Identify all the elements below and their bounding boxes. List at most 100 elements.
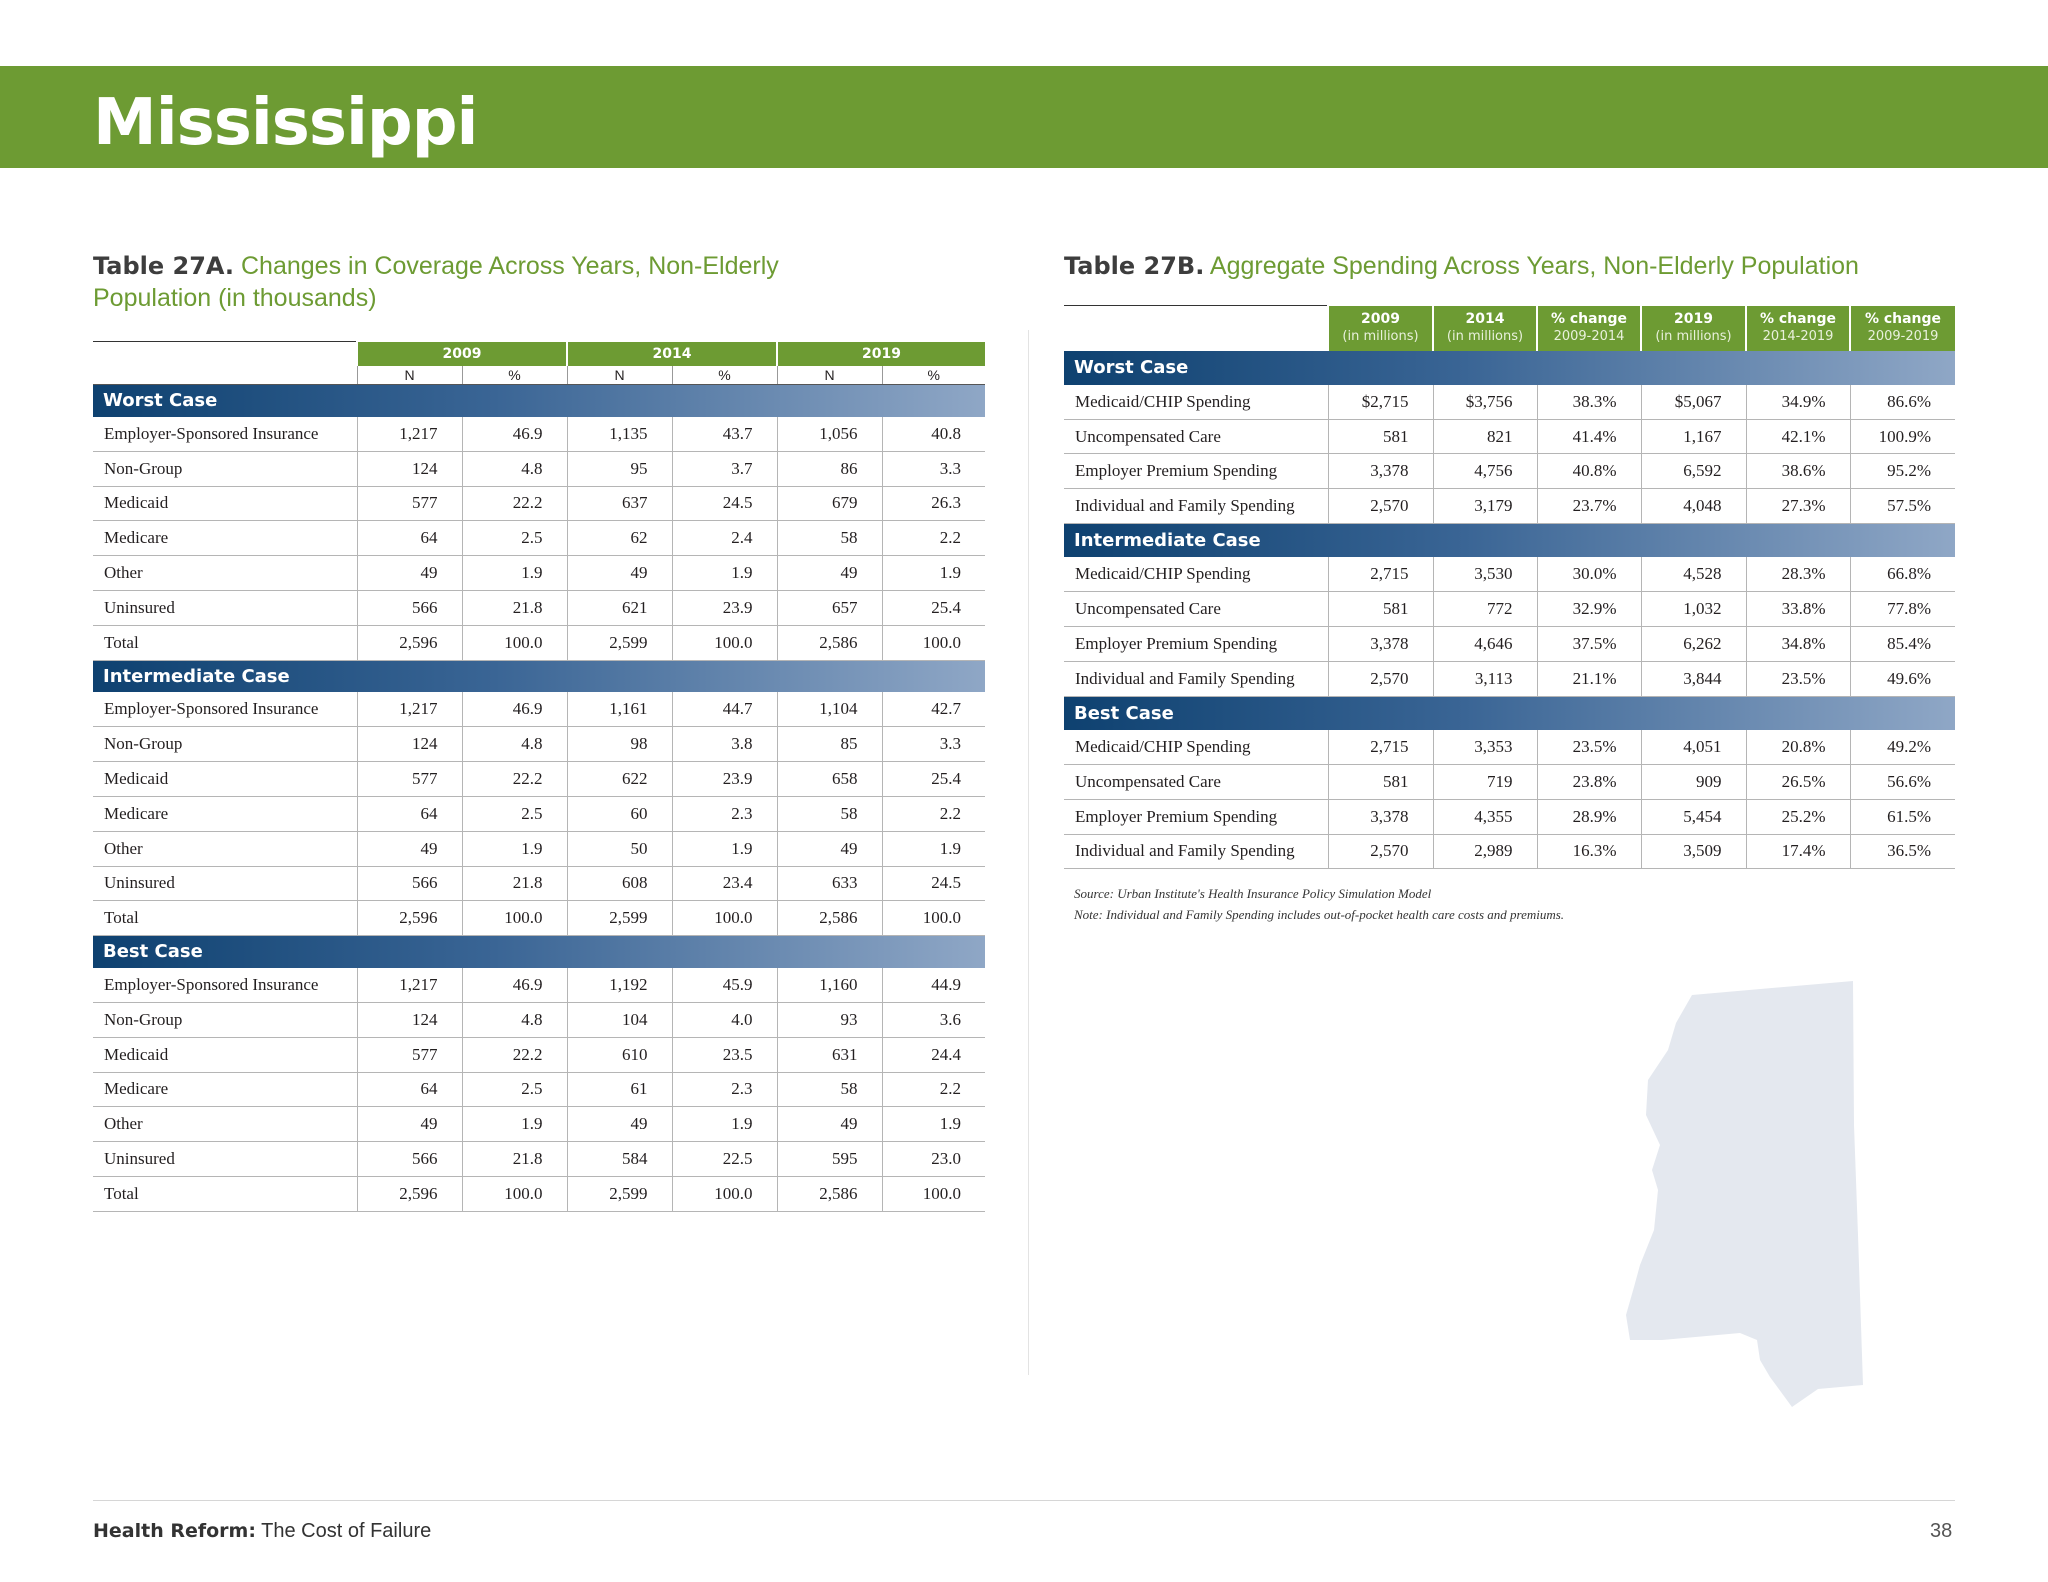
cell-value: 2,599 <box>566 1176 672 1212</box>
cell-value: 38.6% <box>1745 453 1850 490</box>
cell-value: 2,989 <box>1432 834 1537 870</box>
cell-value: 2,599 <box>566 900 672 937</box>
cell-value: 77.8% <box>1849 591 1955 628</box>
cell-value: 49 <box>356 1106 462 1143</box>
cell-value: 1.9 <box>881 831 985 867</box>
row-label: Employer Premium Spending <box>1064 626 1328 662</box>
table-a-year-header: 2009 2014 2019 <box>93 341 985 366</box>
section-header: Intermediate Case <box>1064 523 1955 558</box>
column-header-top: 2014 <box>1465 311 1505 327</box>
cell-value: 17.4% <box>1745 834 1850 870</box>
cell-value: 26.5% <box>1745 764 1850 800</box>
subheader-n: N <box>566 365 672 385</box>
cell-value: 6,262 <box>1640 626 1746 662</box>
table-b-label: Table 27B. <box>1064 252 1205 280</box>
cell-value: 49 <box>776 1106 882 1143</box>
row-label: Employer-Sponsored Insurance <box>93 416 357 452</box>
table-row: Uncompensated Care 581 719 23.8% 909 26.5% 56.… <box>1064 764 1955 800</box>
table-row: Medicaid/CHIP Spending 2,715 3,353 23.5% 4,0… <box>1064 730 1955 766</box>
cell-value: 46.9 <box>461 692 567 728</box>
cell-value: 100.0 <box>881 1176 985 1212</box>
subheader-pct: % <box>881 365 985 385</box>
cell-value: 100.0 <box>671 1176 777 1212</box>
cell-value: 1,104 <box>776 692 882 728</box>
cell-value: 581 <box>1327 764 1433 800</box>
table-row: Uninsured 566 21.8 608 23.4 633 24.5 <box>93 866 985 902</box>
cell-value: 3,509 <box>1640 834 1746 870</box>
cell-value: 100.0 <box>881 625 985 661</box>
column-header-top: 2019 <box>1674 311 1713 327</box>
cell-value: 2.5 <box>461 520 567 557</box>
cell-value: 23.0 <box>881 1141 985 1177</box>
cell-value: 46.9 <box>461 967 567 1003</box>
row-label: Uninsured <box>93 866 357 902</box>
cell-value: 22.2 <box>461 761 567 797</box>
cell-value: 566 <box>356 590 462 626</box>
cell-value: 577 <box>356 486 462 522</box>
cell-value: 21.8 <box>461 866 567 902</box>
cell-value: 100.0 <box>461 1176 567 1212</box>
row-label: Total <box>93 625 357 661</box>
cell-value: 44.9 <box>881 967 985 1003</box>
cell-value: 584 <box>566 1141 672 1177</box>
cell-value: 24.5 <box>671 486 777 522</box>
row-label: Other <box>93 555 357 591</box>
cell-value: 3,378 <box>1327 626 1433 662</box>
cell-value: 62 <box>566 520 672 557</box>
cell-value: 104 <box>566 1002 672 1038</box>
cell-value: $2,715 <box>1327 384 1433 420</box>
cell-value: 100.0 <box>461 625 567 661</box>
cell-value: 24.4 <box>881 1037 985 1073</box>
cell-value: 3,378 <box>1327 453 1433 490</box>
cell-value: 33.8% <box>1745 591 1850 628</box>
cell-value: 3,530 <box>1432 557 1537 593</box>
table-row: Employer Premium Spending 3,378 4,756 40.8%… <box>1064 453 1955 490</box>
table-row: Uninsured 566 21.8 621 23.9 657 25.4 <box>93 590 985 626</box>
cell-value: 2.5 <box>461 796 567 832</box>
table-a-caption: Table 27A. Changes in Coverage Across Ye… <box>93 250 793 314</box>
cell-value: 3.6 <box>881 1002 985 1038</box>
cell-value: 2.5 <box>461 1072 567 1108</box>
cell-value: 95.2% <box>1849 453 1955 490</box>
cell-value: 28.3% <box>1745 557 1850 593</box>
cell-value: 4,528 <box>1640 557 1746 593</box>
row-label: Individual and Family Spending <box>1064 834 1328 870</box>
table-row: Uncompensated Care 581 821 41.4% 1,167 42.1% 1… <box>1064 419 1955 455</box>
page-title: Mississippi <box>93 86 478 160</box>
cell-value: 1,056 <box>776 416 882 452</box>
table-row: Medicare 64 2.5 60 2.3 58 2.2 <box>93 796 985 832</box>
cell-value: 610 <box>566 1037 672 1073</box>
cell-value: 5,454 <box>1640 799 1746 835</box>
cell-value: 85 <box>776 726 882 763</box>
cell-value: 32.9% <box>1536 591 1641 628</box>
cell-value: 95 <box>566 451 672 487</box>
cell-value: 581 <box>1327 591 1433 628</box>
column-header-bottom: (in millions) <box>1342 329 1419 344</box>
cell-value: 3.8 <box>671 726 777 763</box>
column-header-top: % change <box>1759 311 1837 327</box>
cell-value: 23.5% <box>1745 661 1850 697</box>
row-label: Medicare <box>93 1072 357 1108</box>
cell-value: 23.5 <box>671 1037 777 1073</box>
cell-value: 40.8 <box>881 416 985 452</box>
table-row: Employer-Sponsored Insurance 1,217 46.9 1,1… <box>93 692 985 728</box>
table-b-title: Aggregate Spending Across Years, Non-Eld… <box>1209 252 1859 280</box>
cell-value: 3,378 <box>1327 799 1433 835</box>
cell-value: 3,179 <box>1432 488 1537 524</box>
cell-value: 21.8 <box>461 590 567 626</box>
cell-value: 1.9 <box>881 555 985 591</box>
column-header: 2019 (in millions) <box>1640 305 1746 351</box>
section-header-row: Intermediate Case <box>93 660 985 693</box>
cell-value: 2,570 <box>1327 834 1433 870</box>
table-row: Employer-Sponsored Insurance 1,217 46.9 1,1… <box>93 416 985 452</box>
section-header: Worst Case <box>93 384 985 417</box>
table-row: Individual and Family Spending 2,570 3,179… <box>1064 488 1955 524</box>
row-label: Non-Group <box>93 1002 357 1038</box>
cell-value: 21.1% <box>1536 661 1641 697</box>
cell-value: 86.6% <box>1849 384 1955 420</box>
cell-value: 1,135 <box>566 416 672 452</box>
table-row: Non-Group 124 4.8 95 3.7 86 3.3 <box>93 451 985 487</box>
cell-value: 595 <box>776 1141 882 1177</box>
column-header-bottom: (in millions) <box>1655 329 1732 344</box>
footer-rule <box>93 1500 1955 1501</box>
